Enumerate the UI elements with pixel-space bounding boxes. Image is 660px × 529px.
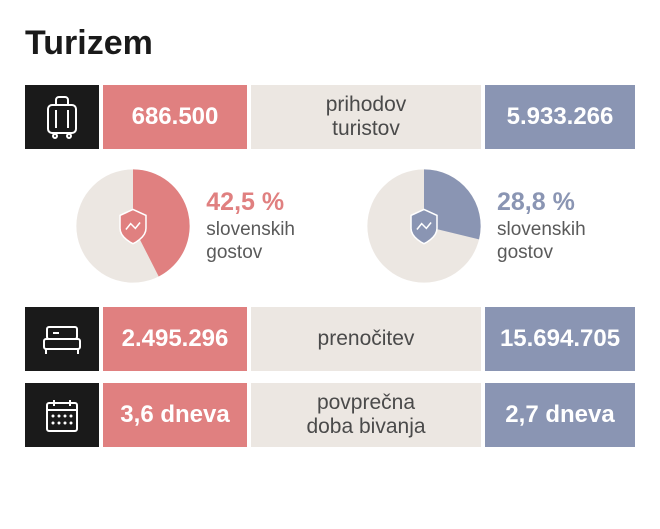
pie-label-red: 42,5 % slovenskih gostov — [206, 187, 295, 265]
row-arrivals: 686.500 prihodovturistov 5.933.266 — [25, 85, 635, 149]
stay-label: povprečnadoba bivanja — [251, 383, 481, 447]
nights-red-value: 2.495.296 — [103, 307, 247, 371]
stay-blue-value: 2,7 dneva — [485, 383, 635, 447]
arrivals-label: prihodovturistov — [251, 85, 481, 149]
suitcase-icon — [25, 85, 99, 149]
pie-block-blue: 28,8 % slovenskih gostov — [365, 167, 586, 285]
row-stay: 3,6 dneva povprečnadoba bivanja 2,7 dnev… — [25, 383, 635, 447]
pie-row: 42,5 % slovenskih gostov 28,8 % slovensk… — [25, 167, 635, 285]
pie-sub2-red: gostov — [206, 242, 295, 265]
pie-pct-blue: 28,8 % — [497, 187, 586, 217]
pie-sub1-red: slovenskih — [206, 219, 295, 242]
pie-chart-blue — [365, 167, 483, 285]
nights-label: prenočitev — [251, 307, 481, 371]
arrivals-blue-value: 5.933.266 — [485, 85, 635, 149]
stay-red-value: 3,6 dneva — [103, 383, 247, 447]
pie-label-blue: 28,8 % slovenskih gostov — [497, 187, 586, 265]
bed-icon — [25, 307, 99, 371]
arrivals-red-value: 686.500 — [103, 85, 247, 149]
row-nights: 2.495.296 prenočitev 15.694.705 — [25, 307, 635, 371]
pie-pct-red: 42,5 % — [206, 187, 295, 217]
pie-chart-red — [74, 167, 192, 285]
calendar-icon — [25, 383, 99, 447]
pie-sub2-blue: gostov — [497, 242, 586, 265]
page-title: Turizem — [25, 24, 635, 63]
pie-sub1-blue: slovenskih — [497, 219, 586, 242]
pie-block-red: 42,5 % slovenskih gostov — [74, 167, 295, 285]
nights-blue-value: 15.694.705 — [485, 307, 635, 371]
